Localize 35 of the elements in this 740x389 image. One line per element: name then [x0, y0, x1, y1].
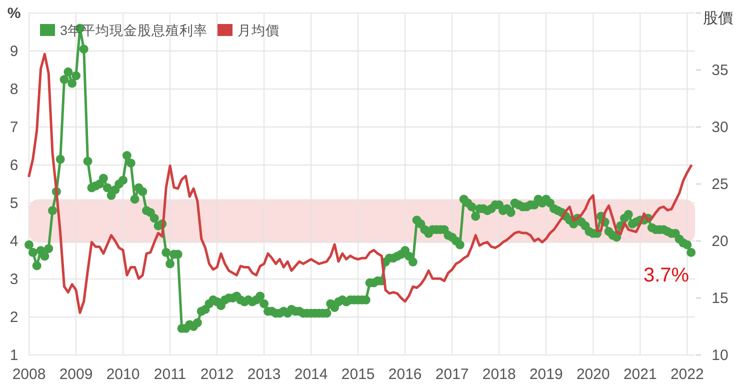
y2-tick-label: 30: [712, 119, 728, 136]
x-tick-label: 2018: [482, 366, 516, 383]
x-tick-label: 2020: [576, 366, 610, 383]
y2-tick-label: 35: [712, 62, 728, 79]
x-tick-label: 2022: [670, 366, 704, 383]
x-tick-label: 2010: [106, 366, 140, 383]
y2-axis-title: 股價: [703, 10, 733, 27]
line-series: [28, 52, 692, 314]
annotation: 3.7%: [643, 264, 690, 286]
x-tick-label: 2019: [529, 366, 563, 383]
x-tick-label: 2015: [341, 366, 375, 383]
x-tick-label: 2009: [59, 366, 93, 383]
y2-tick-label: 10: [712, 347, 728, 364]
y-tick-label: 4: [10, 233, 18, 250]
y-tick-label: 6: [10, 157, 18, 174]
y2-tick-label: 20: [712, 233, 728, 250]
x-tick-label: 2021: [623, 366, 657, 383]
y-tick-label: 7: [10, 119, 18, 136]
y2-tick-label: 25: [712, 176, 728, 193]
y-tick-label: 1: [10, 347, 18, 364]
y2-tick-label: 15: [712, 290, 728, 307]
x-tick-label: 2011: [154, 366, 186, 383]
x-tick-label: 2013: [247, 366, 281, 383]
y-tick-label: 8: [10, 81, 18, 98]
y-tick-label: 9: [10, 43, 18, 60]
legend-label: 月均價: [238, 23, 280, 38]
y-tick-label: 5: [10, 195, 18, 212]
y-axis-title: %: [7, 5, 21, 22]
x-tick-label: 2008: [12, 366, 46, 383]
x-tick-label: 2014: [294, 366, 328, 383]
y-tick-label: 3: [10, 271, 18, 288]
y-tick-label: 2: [10, 309, 18, 326]
x-tick-label: 2017: [435, 366, 469, 383]
x-tick-label: 2012: [200, 366, 234, 383]
x-tick-label: 2016: [388, 366, 422, 383]
